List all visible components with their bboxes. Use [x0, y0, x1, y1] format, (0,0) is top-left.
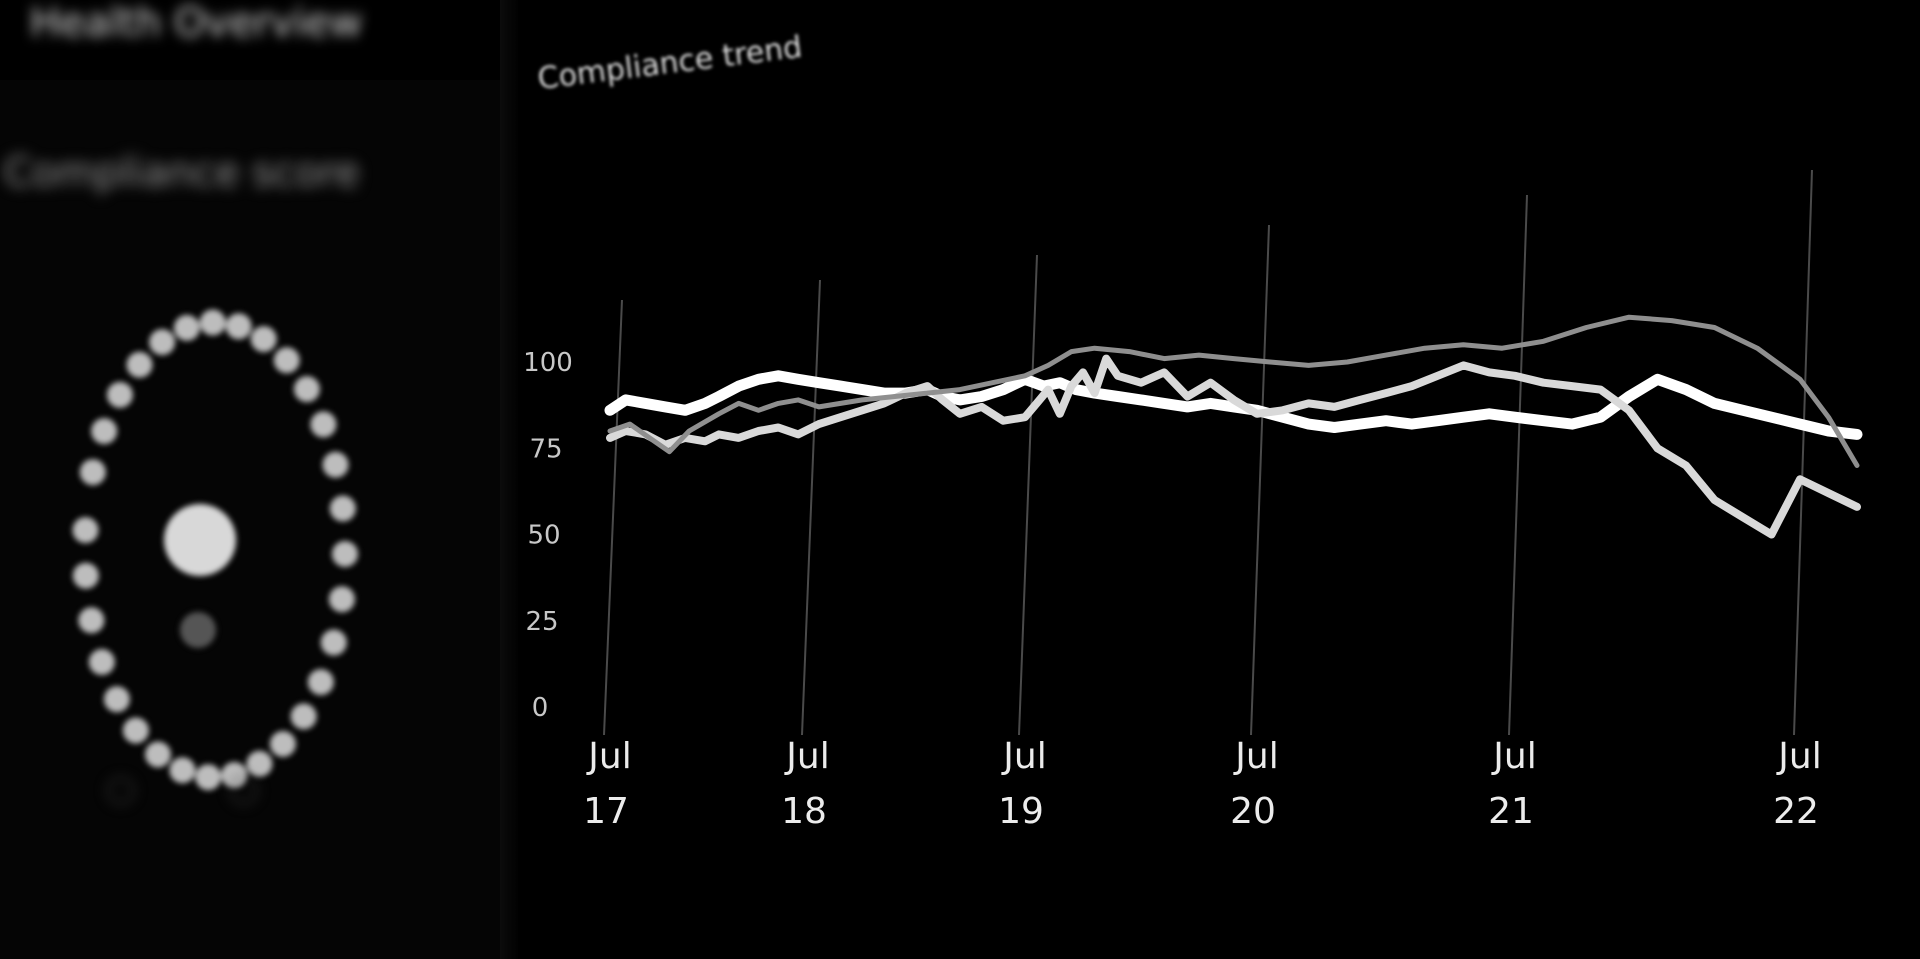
series-line-1	[606, 354, 1861, 539]
gridline-4	[1508, 194, 1528, 736]
gauge-dot	[122, 717, 149, 744]
gauge-dot	[106, 381, 133, 408]
x-tick-month: Jul	[586, 736, 631, 777]
gauge-dot	[307, 669, 334, 696]
gauge-center-dot	[180, 612, 216, 648]
gauge-dot	[320, 629, 347, 656]
x-tick-day: 20	[1230, 791, 1276, 832]
gauge-dot	[310, 411, 337, 438]
x-tick-month: Jul	[1233, 736, 1278, 777]
gauge-dot	[221, 762, 248, 789]
y-tick-label: 25	[525, 607, 558, 637]
gauge-dot	[328, 586, 355, 613]
gridline-2	[1018, 254, 1038, 736]
compliance-gauge	[72, 309, 358, 791]
gauge-dot	[72, 517, 99, 544]
gauge-dot	[293, 376, 320, 403]
y-tick-label: 50	[527, 521, 560, 551]
gridline-0	[603, 299, 623, 736]
gauge-dot	[72, 562, 99, 589]
x-tick-day: 17	[583, 791, 629, 832]
gauge-dot	[145, 741, 172, 768]
gauge-dot	[91, 418, 118, 445]
app-title: Health Overview	[30, 0, 363, 46]
x-tick-month: Jul	[1491, 736, 1536, 777]
gauge-dot	[322, 451, 349, 478]
gauge-dot	[126, 351, 153, 378]
gauge-dot	[195, 764, 222, 791]
series-line-0	[604, 370, 1863, 440]
gridline-5	[1793, 169, 1813, 736]
gauge-dot	[149, 329, 176, 356]
x-tick-month: Jul	[1776, 736, 1821, 777]
gauge-dot	[199, 309, 226, 336]
x-tick-day: 19	[998, 791, 1044, 832]
gridline-3	[1250, 224, 1270, 736]
x-tick-month: Jul	[1001, 736, 1046, 777]
gauge-dot	[329, 495, 356, 522]
gauge-dot	[169, 757, 196, 784]
gauge-dot	[79, 459, 106, 486]
gauge-dot	[173, 314, 200, 341]
gauge-dot	[103, 686, 130, 713]
panel-heading: Compliance score	[4, 150, 360, 196]
gauge-dot	[273, 347, 300, 374]
x-tick-day: 22	[1773, 791, 1819, 832]
gauge-dot	[225, 313, 252, 340]
gauge-status: ○ ○	[105, 768, 300, 809]
y-tick-label: 75	[529, 434, 562, 464]
gauge-center-glyph	[164, 504, 236, 576]
x-tick-day: 18	[781, 791, 827, 832]
y-tick-label: 100	[523, 348, 573, 378]
gauge-dot	[246, 750, 273, 777]
y-tick-label: 0	[532, 693, 549, 723]
panel-divider	[500, 0, 518, 959]
gauge-dot	[269, 730, 296, 757]
gauge-dot	[290, 703, 317, 730]
x-tick-day: 21	[1488, 791, 1534, 832]
gauge-dot	[250, 326, 277, 353]
gauge-dot	[331, 540, 358, 567]
series-line-2	[607, 314, 1860, 468]
gauge-dot	[78, 607, 105, 634]
gauge-dot	[88, 649, 115, 676]
x-tick-month: Jul	[784, 736, 829, 777]
gridline-1	[801, 279, 821, 736]
